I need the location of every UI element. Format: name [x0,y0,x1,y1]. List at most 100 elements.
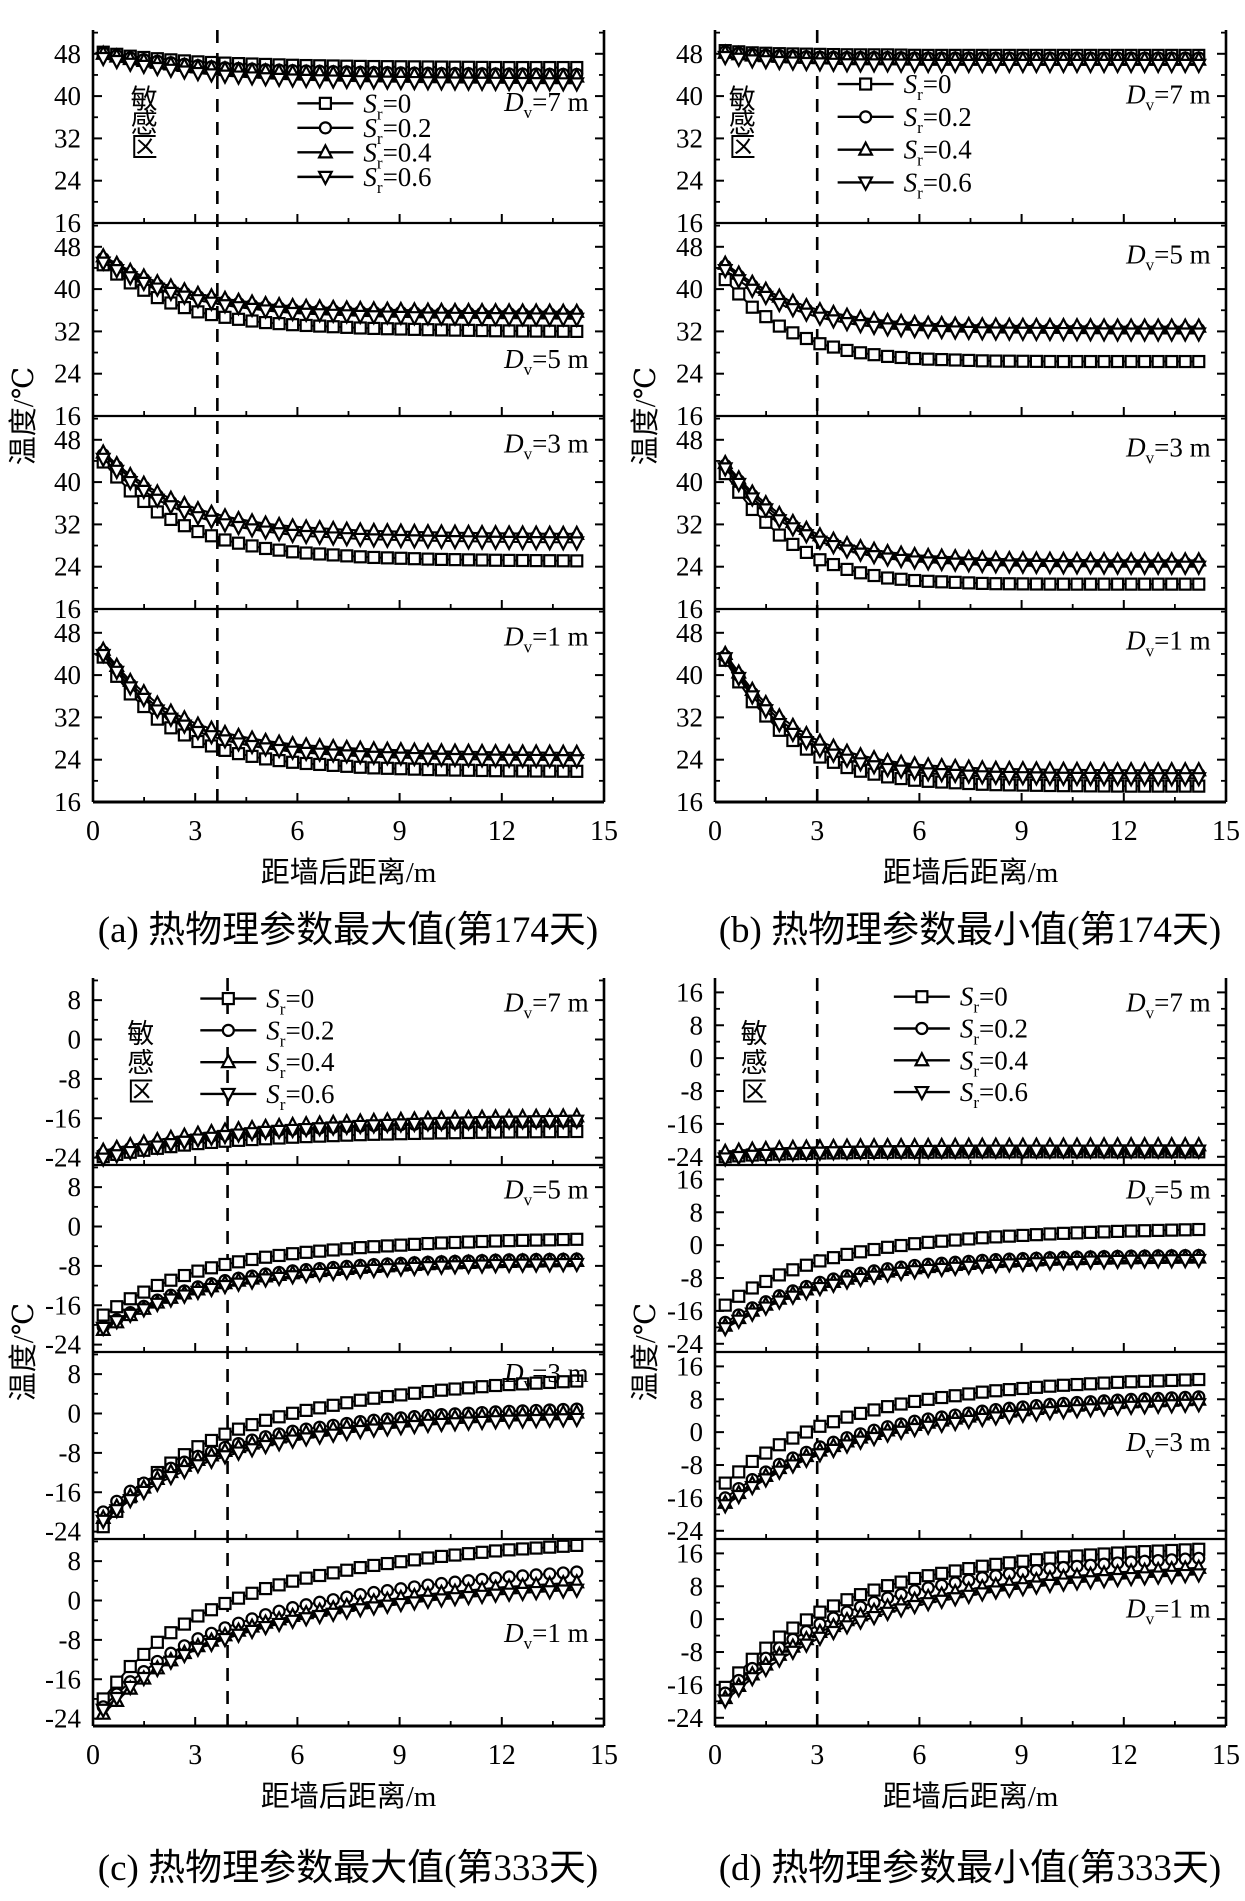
x-axis-title: 距墙后距离/m [883,856,1059,889]
y-tick-label: 8 [690,1010,704,1040]
caption-b: (b) 热物理参数最小值(第174天) [719,909,1222,951]
y-tick-label: 0 [690,1417,704,1447]
subplot-3: 16 24 32 40 48 Dv=3 m [54,417,605,624]
x-tick-label: 3 [810,816,824,847]
series-sr02 [718,649,1206,781]
subplot-3: 16 24 32 40 48 Dv=3 m [676,417,1227,624]
y-tick-label: 24 [54,745,82,775]
series-sr06 [95,1583,585,1720]
x-tick-label: 6 [912,1740,926,1771]
y-tick-label: -16 [45,1290,81,1320]
y-tick-label: -16 [45,1664,81,1694]
subplot-2: 16 24 32 40 48 Dv=5 m [676,224,1227,431]
legend-label: Sr=0 [904,69,952,104]
y-tick-label: 0 [690,1043,704,1073]
y-tick-label: 16 [676,208,703,238]
dv-label: Dv=3 m [1125,433,1210,468]
y-tick-label: 8 [68,985,82,1015]
svg-text:感: 感 [729,109,756,139]
dv-label: Dv=7 m [1125,79,1210,114]
series-sr06 [95,1412,585,1531]
y-tick-label: 0 [68,1586,82,1616]
svg-text:感: 感 [131,109,158,139]
series-sr04 [95,640,585,759]
series-sr06 [95,256,585,329]
y-tick-label: 48 [54,232,81,262]
series-sr06 [717,1398,1207,1515]
x-tick-label: 15 [590,1740,618,1771]
dv-label: Dv=1 m [1125,1594,1210,1629]
legend-label: Sr=0.2 [266,1015,334,1050]
y-tick-label: 40 [54,81,81,111]
y-tick-label: -24 [45,1704,81,1734]
x-tick-label: 12 [488,1740,516,1771]
legend-label: Sr=0.6 [363,162,431,197]
svg-text:敏: 敏 [729,84,756,114]
y-tick-label: -8 [681,1076,704,1106]
y-tick-label: 24 [54,359,82,389]
y-tick-label: -24 [45,1330,81,1360]
legend-label: Sr=0.2 [960,1013,1028,1048]
svg-text:敏: 敏 [741,1019,768,1049]
y-tick-label: -8 [59,1251,82,1281]
x-tick-label: 9 [1015,816,1029,847]
y-tick-label: 8 [690,1197,704,1227]
y-tick-label: 0 [690,1604,704,1634]
x-tick-label: 12 [488,816,516,847]
x-axis-title: 距墙后距离/m [261,856,437,889]
y-tick-label: 24 [54,166,82,196]
x-tick-label: 15 [590,816,618,847]
dv-label: Dv=5 m [1125,1175,1210,1210]
x-tick-labels: 0 3 6 9 12 15 [86,816,618,847]
x-tick-label: 0 [708,816,722,847]
dv-label: Dv=5 m [503,1175,588,1210]
y-tick-label: -24 [45,1517,81,1547]
x-tick-label: 0 [86,1740,100,1771]
svg-text:区: 区 [131,133,158,163]
caption-d: (d) 热物理参数最小值(第333天) [719,1847,1222,1889]
legend-label: Sr=0.4 [266,1047,335,1082]
subplot-1: 16 24 32 40 48 Dv=7 m Sr=0Sr=0.2Sr=0.4Sr=0.6 敏感… [54,31,605,238]
y-tick-label: -16 [667,1296,703,1326]
y-tick-label: 0 [68,1399,82,1429]
legend-label: Sr=0 [266,984,314,1019]
dv-label: Dv=7 m [1125,988,1210,1023]
y-tick-label: 32 [54,509,81,539]
y-tick-label: 40 [54,660,81,690]
x-axis-title: 距墙后距离/m [261,1780,437,1813]
y-tick-label: 24 [676,745,704,775]
y-tick-label: 48 [676,618,703,648]
series-sr06 [95,51,585,93]
y-tick-label: 16 [676,1351,703,1381]
y-tick-label: 40 [676,660,703,690]
y-tick-label: -8 [59,1438,82,1468]
svg-text:敏: 敏 [131,84,158,114]
subplot-2: 16 24 32 40 48 Dv=5 m [54,224,605,431]
legend-label: Sr=0.2 [363,113,431,148]
y-tick-label: 32 [54,702,81,732]
y-tick-label: 16 [676,977,703,1007]
series-sr06 [95,648,585,770]
legend-label: Sr=0.6 [266,1079,334,1114]
series-sr0 [718,1222,1206,1312]
y-tick-label: 16 [54,208,81,238]
y-tick-label: 8 [68,1359,82,1389]
legend-label: Sr=0.6 [960,1077,1028,1112]
sensitive-zone-label: 敏感区 [127,1019,154,1107]
y-tick-label: 24 [54,552,82,582]
y-tick-label: -16 [667,1670,703,1700]
y-tick-label: 40 [54,274,81,304]
y-tick-label: 32 [676,509,703,539]
dv-label: Dv=1 m [503,622,588,657]
subplot-1: -24 -16 -8 0 8 Dv=7 m Sr=0Sr=0.2Sr=0.4Sr=0.6 敏感… [45,979,605,1173]
legend-label: Sr=0.6 [904,167,972,202]
caption-a: (a) 热物理参数最大值(第174天) [98,909,598,951]
legend-label: Sr=0.4 [363,137,432,172]
